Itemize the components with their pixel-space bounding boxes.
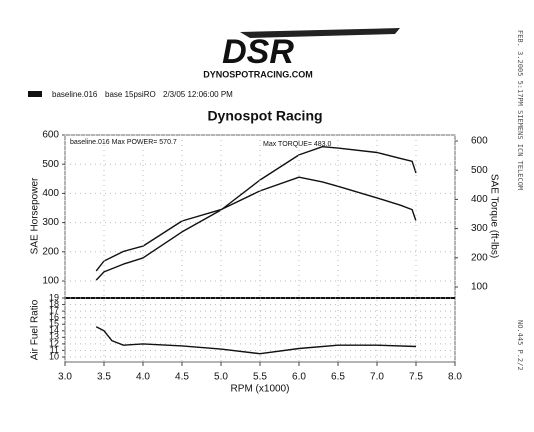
- fax-page: NO.445 P.2/2: [516, 320, 524, 371]
- y-axis-label: SAE Horsepower: [30, 177, 41, 254]
- y-tick-label: 12: [49, 338, 59, 348]
- y-axis-label: Air Fuel Ratio: [30, 299, 41, 360]
- logo-swoosh: [240, 28, 400, 38]
- y-tick-label: 400: [42, 188, 59, 199]
- y-tick-label: 14: [49, 325, 59, 335]
- y-tick-label: 10: [49, 351, 59, 361]
- logo-text: DSR: [222, 33, 294, 71]
- x-tick-label: 5.0: [214, 372, 228, 383]
- x-tick-label: 4.0: [136, 372, 150, 383]
- y2-tick-label: 400: [471, 194, 488, 205]
- y-tick-label: 18: [49, 299, 59, 309]
- x-tick-label: 3.0: [58, 372, 72, 383]
- y2-tick-label: 100: [471, 282, 488, 293]
- y2-tick-label: 300: [471, 223, 488, 234]
- annotation: Max TORQUE= 483.0: [263, 141, 332, 148]
- legend-date: 2/3/05 12:06:00 PM: [163, 90, 233, 99]
- y2-tick-label: 600: [471, 136, 488, 147]
- y-tick-label: 11: [50, 345, 59, 355]
- series-line: [95, 326, 417, 355]
- fax-header: FEB. 3.2005 5:17PM SIEMENS ICN TELECOM: [516, 30, 524, 190]
- y2-tick-label: 200: [471, 252, 488, 263]
- legend-desc: base 15psiRO: [105, 90, 156, 99]
- y2-tick-label: 500: [471, 165, 488, 176]
- x-tick-label: 4.5: [175, 372, 189, 383]
- y-tick-label: 15: [49, 319, 59, 329]
- legend-swatch: [28, 91, 42, 97]
- y-tick-label: 600: [42, 130, 59, 141]
- y-tick-label: 200: [42, 246, 59, 257]
- y-tick-label: 19: [49, 292, 59, 302]
- x-tick-label: 5.5: [253, 372, 267, 383]
- annotation: baseline.016 Max POWER= 570.7: [70, 139, 177, 146]
- logo-url: DYNOSPOTRACING.COM: [203, 69, 313, 79]
- x-tick-label: 3.5: [97, 372, 111, 383]
- x-tick-label: 7.5: [409, 372, 423, 383]
- x-tick-label: 7.0: [370, 372, 384, 383]
- series-line: [95, 176, 417, 272]
- series-line: [95, 146, 417, 281]
- x-tick-label: 8.0: [448, 372, 462, 383]
- y-tick-label: 500: [42, 159, 59, 170]
- x-tick-label: 6.5: [331, 372, 345, 383]
- y-tick-label: 17: [49, 305, 59, 315]
- x-axis-label: RPM (x1000): [231, 384, 290, 395]
- y2-axis-label: SAE Torque (ft-lbs): [488, 174, 499, 258]
- y-tick-label: 16: [49, 312, 59, 322]
- y-tick-label: 100: [42, 276, 59, 287]
- y-tick-label: 13: [49, 332, 59, 342]
- legend-run: baseline.016: [52, 90, 98, 99]
- y-tick-label: 300: [42, 217, 59, 228]
- logo: DSR DYNOSPOTRACING.COM: [203, 28, 400, 79]
- chart-title: Dynospot Racing: [207, 108, 322, 124]
- x-tick-label: 6.0: [292, 372, 306, 383]
